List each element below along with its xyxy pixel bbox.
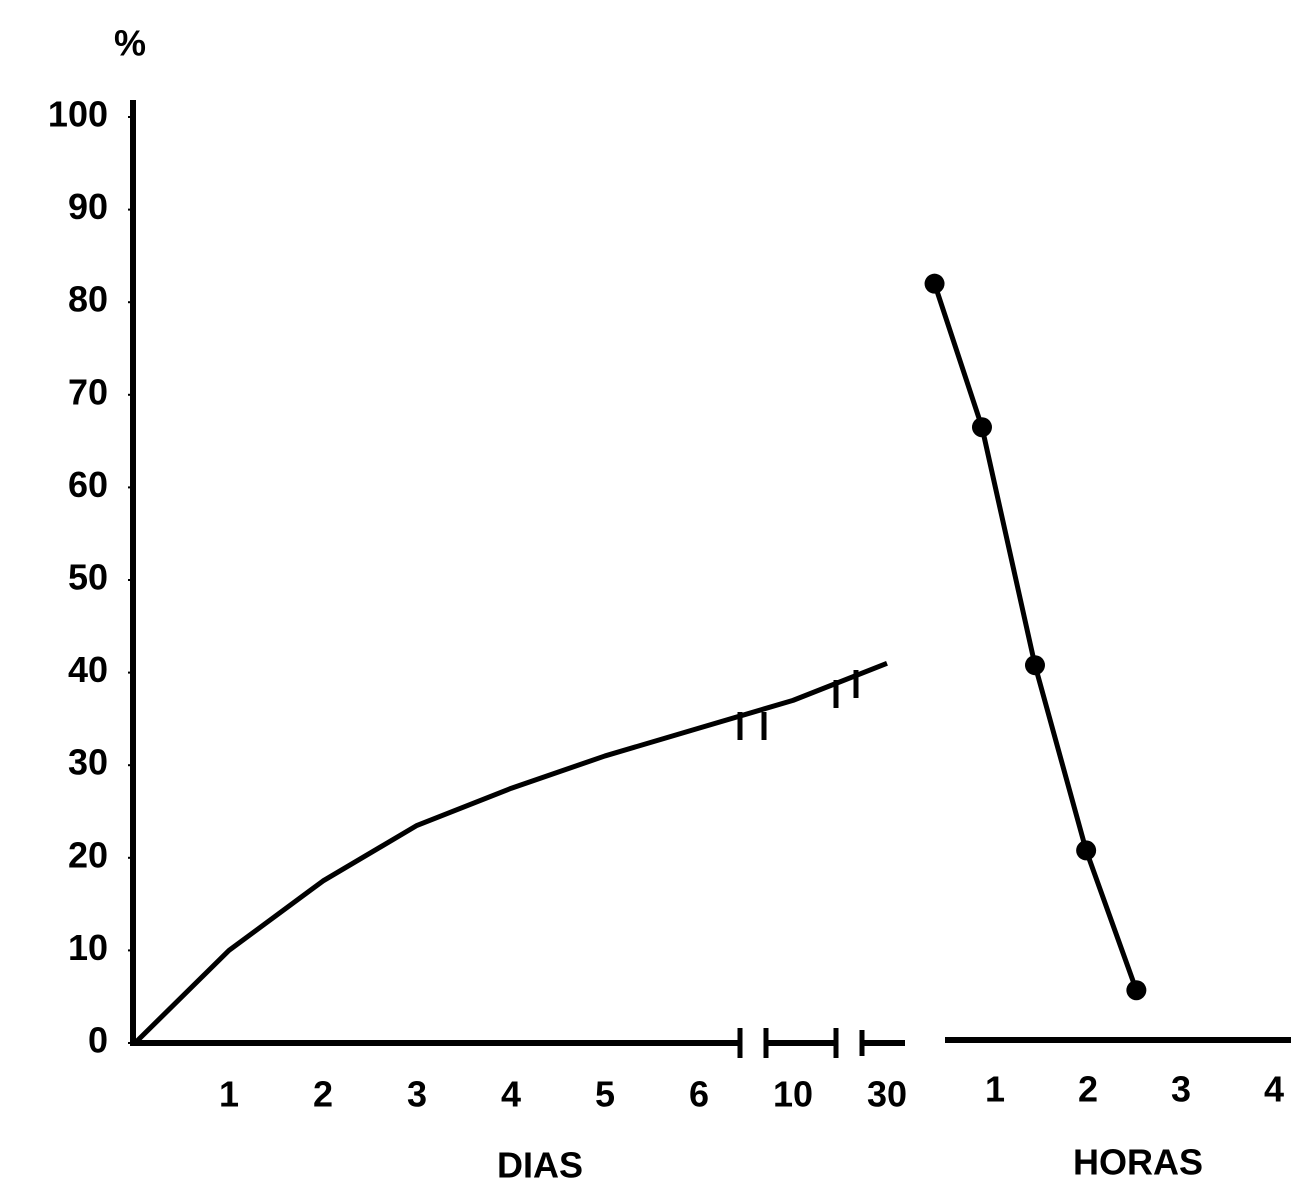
x-tick-label: 6 [689, 1074, 709, 1115]
y-tick-label: 90 [68, 186, 108, 227]
x-axis-label: HORAS [1073, 1142, 1203, 1183]
y-tick-label: 10 [68, 927, 108, 968]
data-point [924, 273, 945, 294]
x-tick-label: 2 [313, 1074, 333, 1115]
data-point [1024, 655, 1045, 676]
x-tick-label: 30 [867, 1074, 907, 1115]
x-tick-label: 2 [1078, 1069, 1098, 1110]
y-tick-label: 60 [68, 464, 108, 505]
y-tick-label: 30 [68, 742, 108, 783]
y-tick-label: 100 [48, 94, 108, 135]
data-line [133, 661, 888, 1045]
x-tick-label: 3 [1171, 1069, 1191, 1110]
x-axis-label: DIAS [497, 1145, 583, 1186]
data-point [1076, 840, 1097, 861]
y-tick-label: 40 [68, 649, 108, 690]
x-tick-label: 10 [773, 1074, 813, 1115]
y-tick-label: 80 [68, 279, 108, 320]
y-tick-label: 50 [68, 557, 108, 598]
x-tick-label: 4 [1264, 1069, 1284, 1110]
data-point [1126, 980, 1147, 1001]
y-axis-label: % [114, 23, 146, 64]
data-line [932, 282, 1139, 992]
axis-breaks [737, 670, 865, 1058]
x-tick-label: 4 [501, 1074, 521, 1115]
x-tick-label: 1 [219, 1074, 239, 1115]
y-tick-label: 20 [68, 834, 108, 875]
data-point [971, 417, 992, 438]
y-tick-label: 0 [88, 1020, 108, 1061]
x-tick-label: 5 [595, 1074, 615, 1115]
x-tick-label: 3 [407, 1074, 427, 1115]
x-tick-label: 1 [985, 1069, 1005, 1110]
y-tick-label: 70 [68, 371, 108, 412]
